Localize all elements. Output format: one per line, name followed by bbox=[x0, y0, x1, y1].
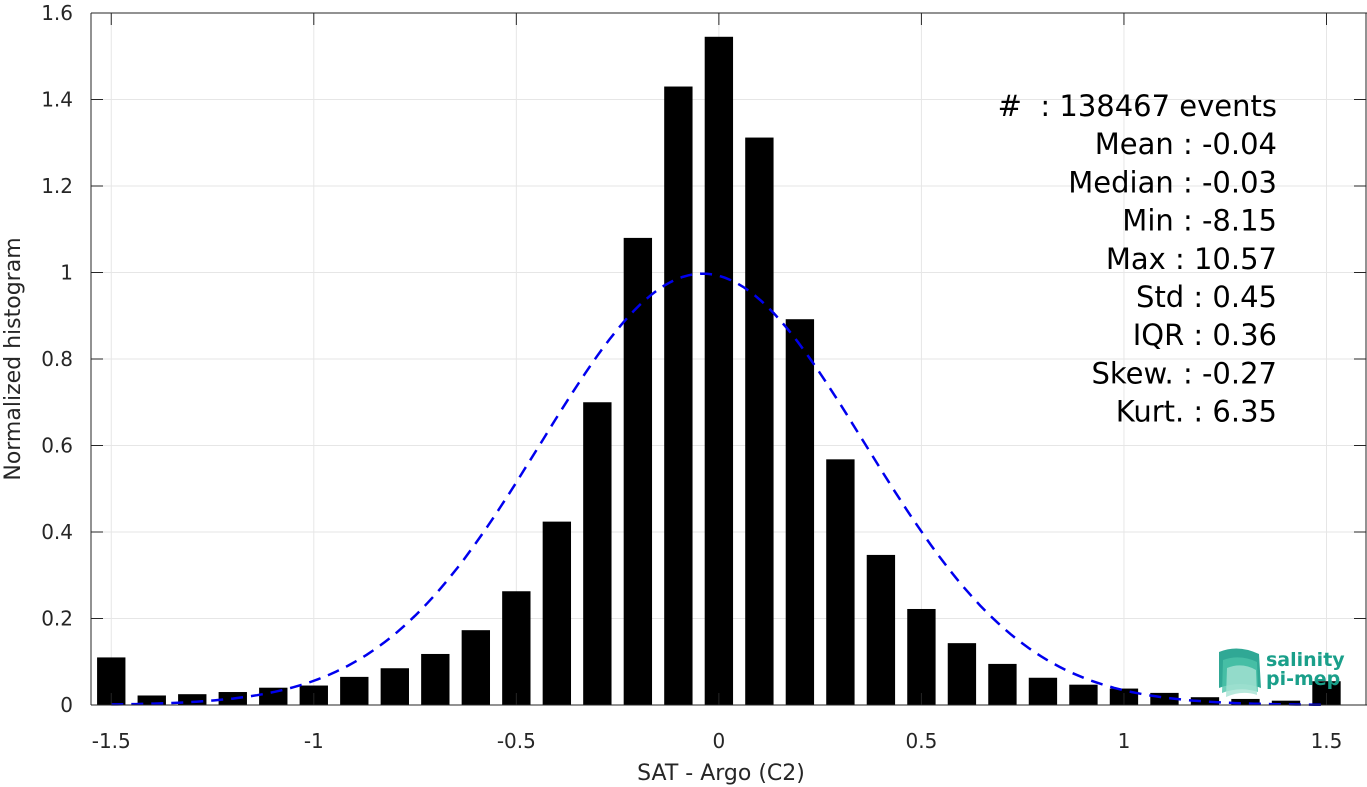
histogram-bar bbox=[988, 663, 1017, 705]
stat-line: IQR : 0.36 bbox=[1133, 318, 1277, 352]
stat-line: Std : 0.45 bbox=[1136, 280, 1277, 314]
stat-line: Skew. : -0.27 bbox=[1091, 356, 1277, 390]
logo-mark-icon bbox=[1219, 648, 1261, 697]
histogram-bar bbox=[947, 643, 977, 705]
histogram-bar bbox=[380, 668, 409, 705]
stat-line: Min : -8.15 bbox=[1122, 204, 1277, 238]
histogram-bar bbox=[1028, 677, 1058, 705]
y-tick-label: 0.6 bbox=[41, 434, 73, 458]
x-axis-title: SAT - Argo (C2) bbox=[637, 761, 805, 786]
stat-line: Kurt. : 6.35 bbox=[1116, 395, 1277, 429]
y-tick-label: 0.8 bbox=[41, 347, 73, 371]
x-tick-label: -1.5 bbox=[92, 729, 131, 753]
stat-line: Max : 10.57 bbox=[1106, 242, 1277, 276]
gaussian-fit-line bbox=[111, 272, 1327, 706]
histogram-bar bbox=[583, 402, 612, 705]
histogram-bar bbox=[704, 36, 734, 706]
y-tick-label: 0.2 bbox=[41, 607, 73, 631]
histogram-bar bbox=[826, 459, 855, 705]
y-tick-label: 1.6 bbox=[41, 1, 73, 25]
histogram-bar bbox=[502, 591, 531, 705]
histogram-bar bbox=[461, 630, 491, 705]
gaussian-fit bbox=[111, 272, 1327, 706]
histogram-bar bbox=[1231, 698, 1260, 705]
y-tick-label: 1.4 bbox=[41, 88, 73, 112]
histogram-bar bbox=[1190, 697, 1220, 705]
y-tick-label: 0.4 bbox=[41, 520, 73, 544]
x-tick-label: -0.5 bbox=[497, 729, 536, 753]
x-tick-label: 0.5 bbox=[906, 729, 938, 753]
histogram-bar bbox=[785, 319, 815, 705]
histogram-bar bbox=[542, 521, 572, 705]
statistics-box: # : 138467 events Mean : -0.04 Median : -0… bbox=[998, 89, 1277, 429]
x-tick-label: -1 bbox=[304, 729, 324, 753]
tick-labels: -1.5 -1 -0.5 0 0.5 1 1.5 0 0.2 0.4 0.6 0.8 1 1.2 1.4 1.… bbox=[41, 1, 1342, 753]
histogram-bar bbox=[178, 694, 207, 705]
stat-line: # : 138467 events bbox=[998, 89, 1277, 123]
y-tick-label: 1.2 bbox=[41, 174, 73, 198]
y-axis-title: Normalized histogram bbox=[1, 237, 26, 480]
y-tick-label: 1 bbox=[60, 261, 73, 285]
x-tick-label: 1.5 bbox=[1311, 729, 1343, 753]
x-tick-label: 0 bbox=[713, 729, 726, 753]
salinity-pi-mep-logo: salinity pi-mep bbox=[1219, 648, 1345, 697]
axes bbox=[90, 12, 1367, 706]
logo-line1: salinity bbox=[1266, 649, 1345, 671]
x-tick-label: 1 bbox=[1118, 729, 1131, 753]
stat-line: Mean : -0.04 bbox=[1095, 127, 1277, 161]
histogram-bar bbox=[664, 86, 693, 705]
histogram-bars bbox=[97, 36, 1341, 706]
histogram-bar bbox=[340, 676, 369, 705]
histogram-bar bbox=[907, 608, 936, 705]
histogram-bar bbox=[745, 137, 774, 705]
histogram-bar bbox=[1069, 684, 1098, 705]
y-tick-label: 0 bbox=[60, 693, 73, 717]
stat-line: Median : -0.03 bbox=[1068, 165, 1277, 199]
logo-line2: pi-mep bbox=[1266, 668, 1340, 690]
histogram-bar bbox=[1271, 700, 1301, 705]
histogram-bar bbox=[259, 687, 288, 705]
histogram-bar bbox=[421, 653, 450, 705]
histogram-bar bbox=[866, 554, 896, 705]
histogram-bar bbox=[137, 695, 166, 705]
histogram-bar bbox=[623, 237, 653, 705]
